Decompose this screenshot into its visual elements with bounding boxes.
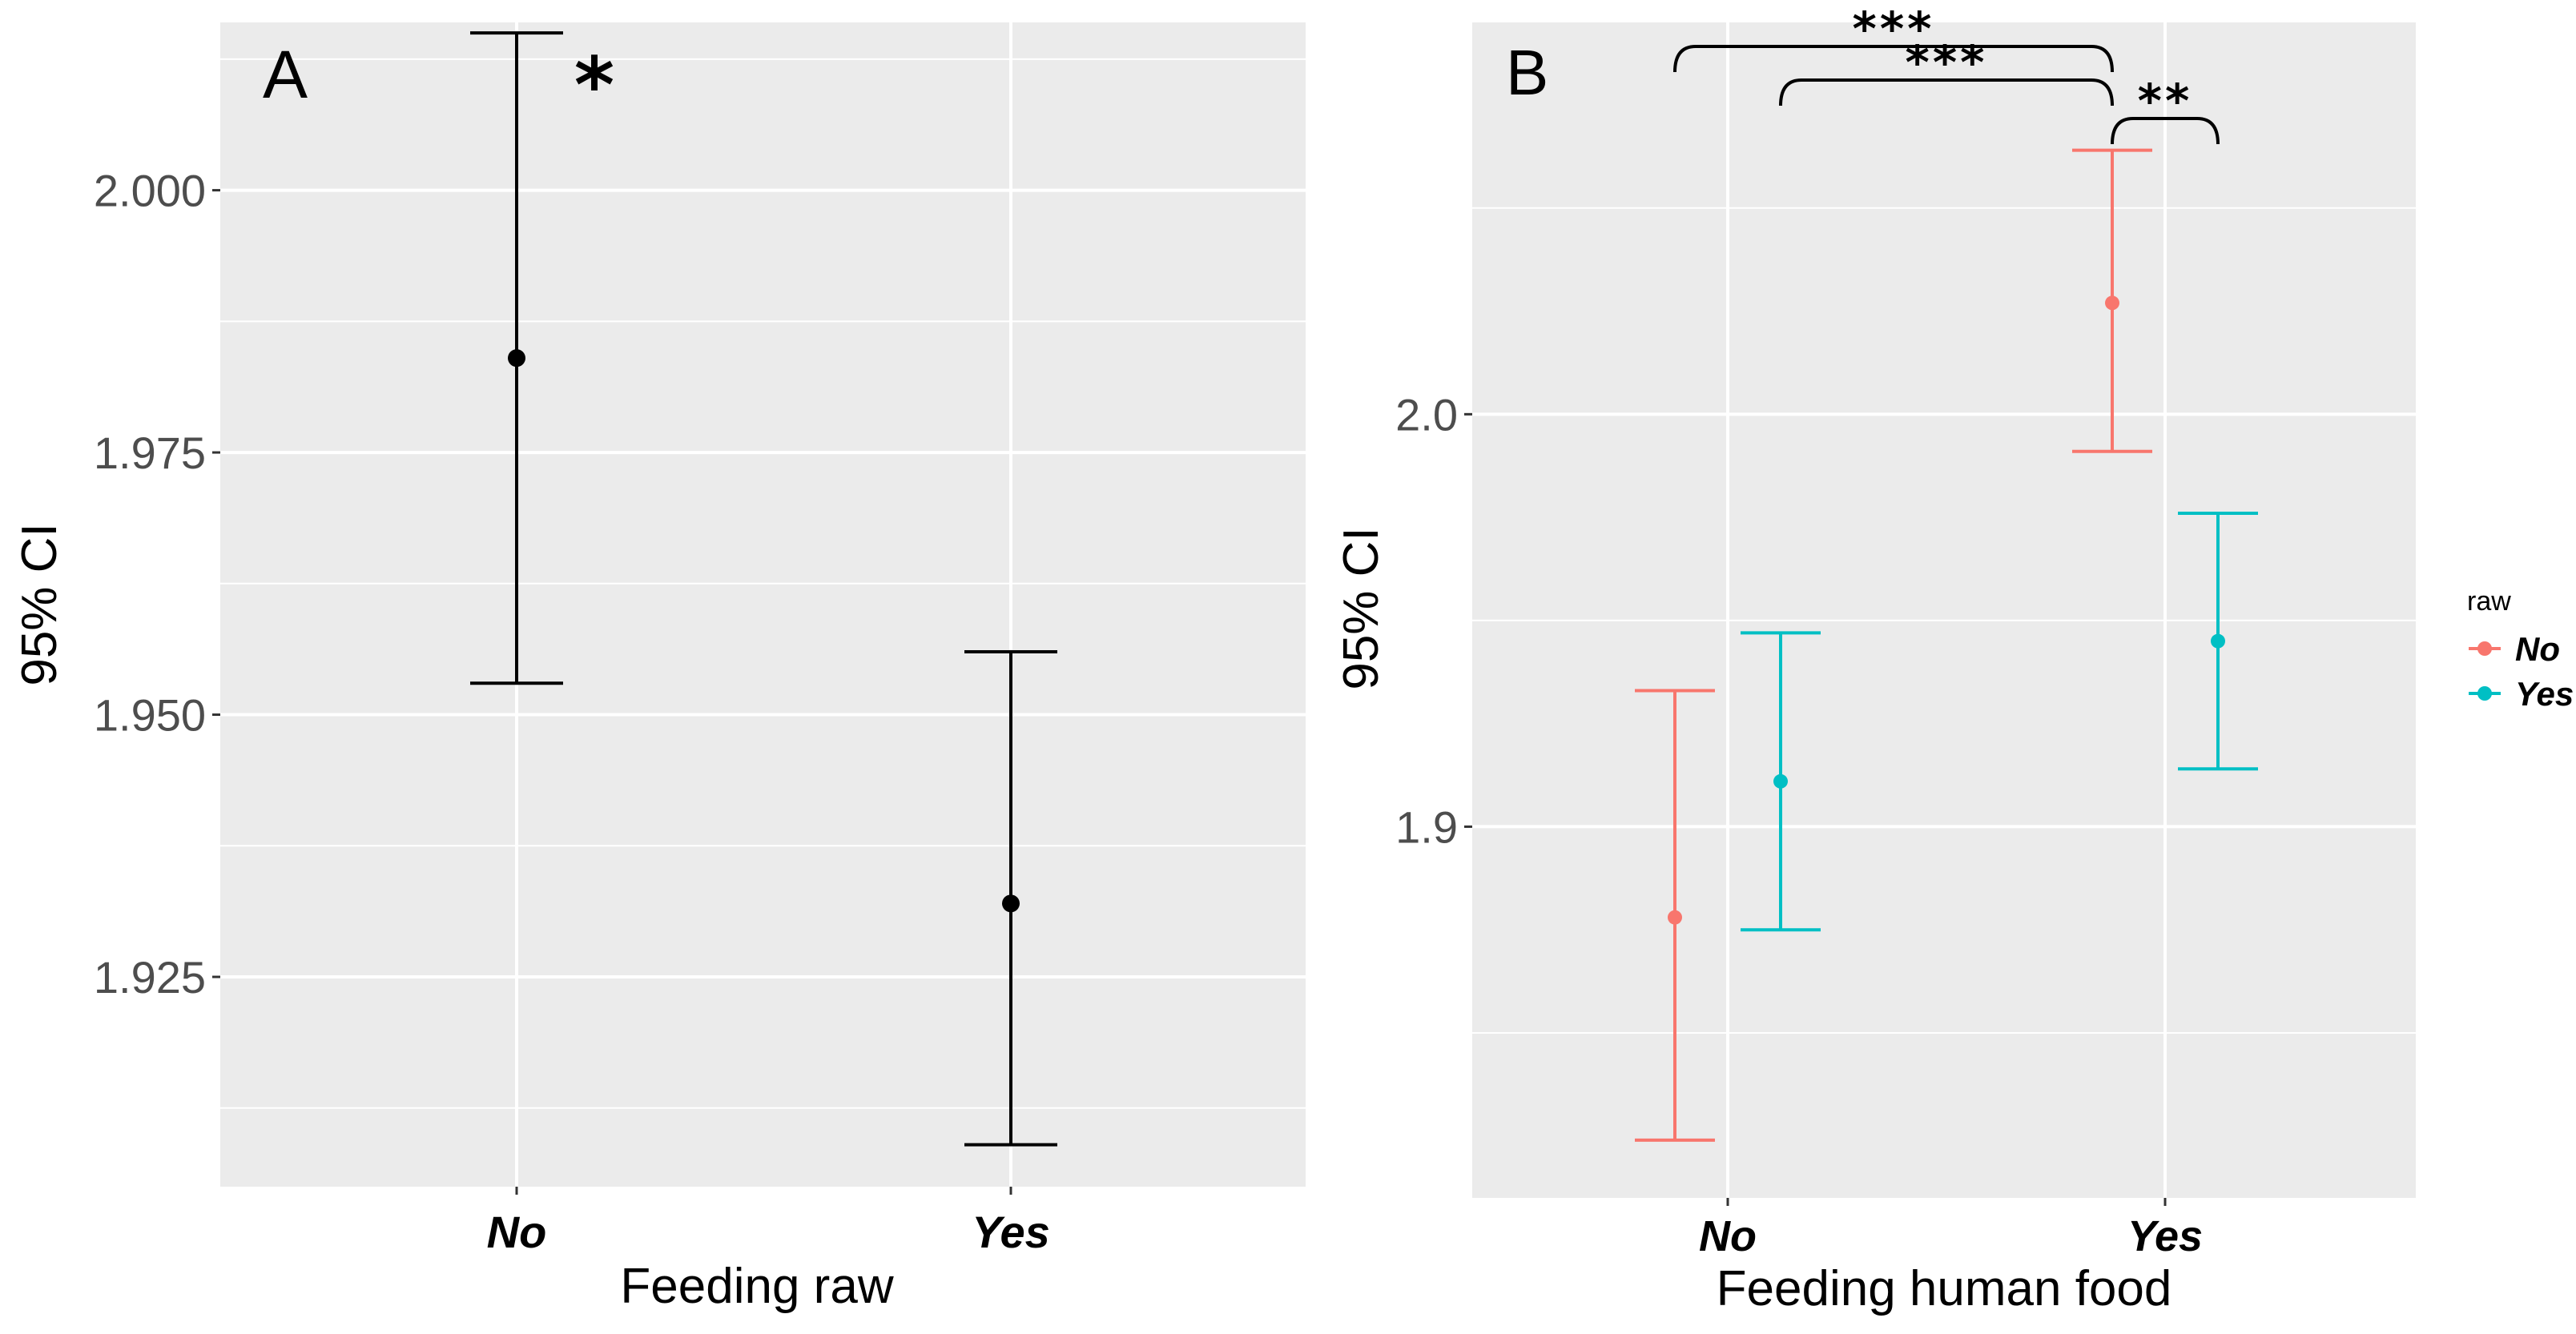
y-tick-label: 1.950 (94, 690, 206, 741)
panel-a-gridlines (220, 22, 1306, 1187)
significance-label: ** (2138, 74, 2193, 128)
significance-bracket (1673, 45, 2114, 73)
significance-bracket (1779, 78, 2114, 106)
panel-a-y-ticks: 1.925 1.950 1.975 2.000 (94, 166, 220, 1003)
legend-entry: No (2469, 630, 2560, 668)
significance-label: *** (1853, 2, 1935, 56)
panel-b-plot-background (1472, 22, 2416, 1198)
y-tick-label: 1.9 (1395, 802, 1458, 853)
legend-key-point (2477, 641, 2492, 656)
panel-a-y-axis-title: 95% CI (12, 523, 67, 685)
panel-b-y-axis-title: 95% CI (1334, 527, 1389, 689)
panel-a-x-axis-title: Feeding raw (620, 1259, 893, 1314)
legend-entries: No Yes (2469, 630, 2574, 713)
mean-point (1773, 773, 1788, 789)
legend-label: Yes (2515, 675, 2574, 713)
y-tick-label: 1.975 (94, 428, 206, 478)
mean-point (1668, 910, 1682, 925)
errorbar-group (2072, 148, 2152, 453)
errorbar-group (964, 649, 1057, 1147)
panel-b-marks (1635, 148, 2258, 1142)
panel-b-x-axis-title: Feeding human food (1717, 1261, 2172, 1316)
panel-a-significance-star: * (574, 41, 614, 131)
panel-b-tag: B (1506, 37, 1548, 108)
legend-key-point (2477, 686, 2492, 701)
legend-label: No (2515, 630, 2560, 668)
panel-b-gridlines (1472, 22, 2416, 1198)
errorbar-group (2178, 511, 2258, 771)
legend-entry: Yes (2469, 675, 2574, 713)
errorbar-group (1741, 631, 1821, 932)
panel-a-marks (470, 31, 1057, 1147)
panel-b-significance-brackets: ******** (1673, 2, 2220, 145)
x-tick-label: Yes (972, 1207, 1050, 1257)
x-tick-label: No (487, 1207, 547, 1257)
errorbar-group (1635, 689, 1715, 1142)
panel-a: 1.925 1.950 1.975 2.000 No Yes A Feeding raw… (12, 22, 1306, 1314)
errorbar-group (470, 31, 563, 685)
x-tick-label: Yes (2127, 1212, 2203, 1260)
mean-point (2211, 633, 2225, 649)
y-tick-label: 2.0 (1395, 389, 1458, 440)
mean-point (508, 349, 525, 368)
y-tick-label: 2.000 (94, 166, 206, 216)
panel-b-x-tick-labels: No Yes (1699, 1198, 2203, 1260)
panel-b: 1.92.0 No Yes ******** B Feeding human fo… (1334, 2, 2416, 1316)
mean-point (2105, 295, 2119, 311)
y-tick-label: 1.925 (94, 952, 206, 1003)
panel-b-y-ticks: 1.9 2.0 (1395, 389, 1472, 853)
legend: raw No Yes (2467, 586, 2574, 713)
significance-bracket (2111, 117, 2220, 145)
panel-a-plot-background (220, 22, 1306, 1187)
panel-a-x-tick-labels: No Yes (487, 1187, 1050, 1257)
legend-title: raw (2467, 586, 2511, 617)
x-tick-label: No (1699, 1212, 1757, 1260)
mean-point (1002, 894, 1020, 913)
panel-a-tag: A (263, 37, 308, 112)
significance-label: *** (1906, 35, 1988, 90)
